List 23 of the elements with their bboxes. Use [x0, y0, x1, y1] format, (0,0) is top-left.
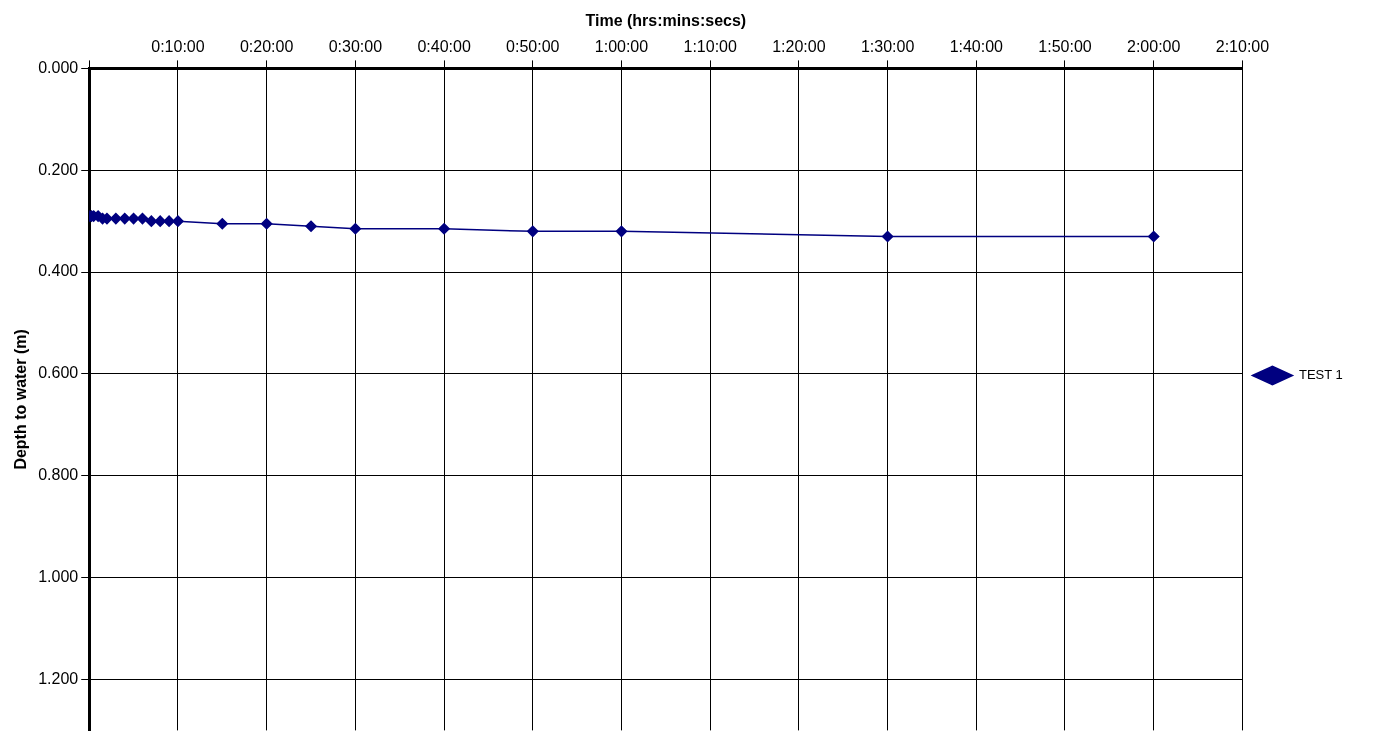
x-tick-label: 1:50:00 [1038, 38, 1092, 56]
x-tick-label: 2:00:00 [1127, 38, 1181, 56]
x-tick-label: 0:30:00 [328, 38, 383, 56]
y-tick-label: 1.200 [38, 669, 79, 687]
legend-label: TEST 1 [1298, 367, 1343, 383]
x-tick-label: 1:40:00 [949, 38, 1004, 56]
y-tick-label: 0.600 [38, 364, 79, 382]
y-tick-label: 0.200 [38, 160, 79, 178]
y-tick-label: 0.000 [38, 58, 79, 76]
x-tick-label: 2:10:00 [1215, 38, 1270, 56]
x-tick-label: 1:20:00 [772, 38, 826, 56]
y-axis-title: Depth to water (m) [12, 329, 30, 470]
x-tick-label: 0:40:00 [417, 38, 471, 56]
y-tick-label: 0.400 [38, 262, 79, 280]
x-tick-label: 0:10:00 [151, 38, 205, 56]
x-axis-title: Time (hrs:mins:secs) [585, 12, 747, 30]
x-tick-label: 1:10:00 [683, 38, 737, 56]
x-tick-label: 0:50:00 [506, 38, 560, 56]
x-tick-label: 1:00:00 [594, 38, 649, 56]
x-tick-label: 1:30:00 [860, 38, 915, 56]
y-tick-label: 0.800 [38, 466, 79, 484]
y-tick-label: 1.000 [38, 568, 79, 586]
x-tick-label: 0:20:00 [239, 38, 294, 56]
